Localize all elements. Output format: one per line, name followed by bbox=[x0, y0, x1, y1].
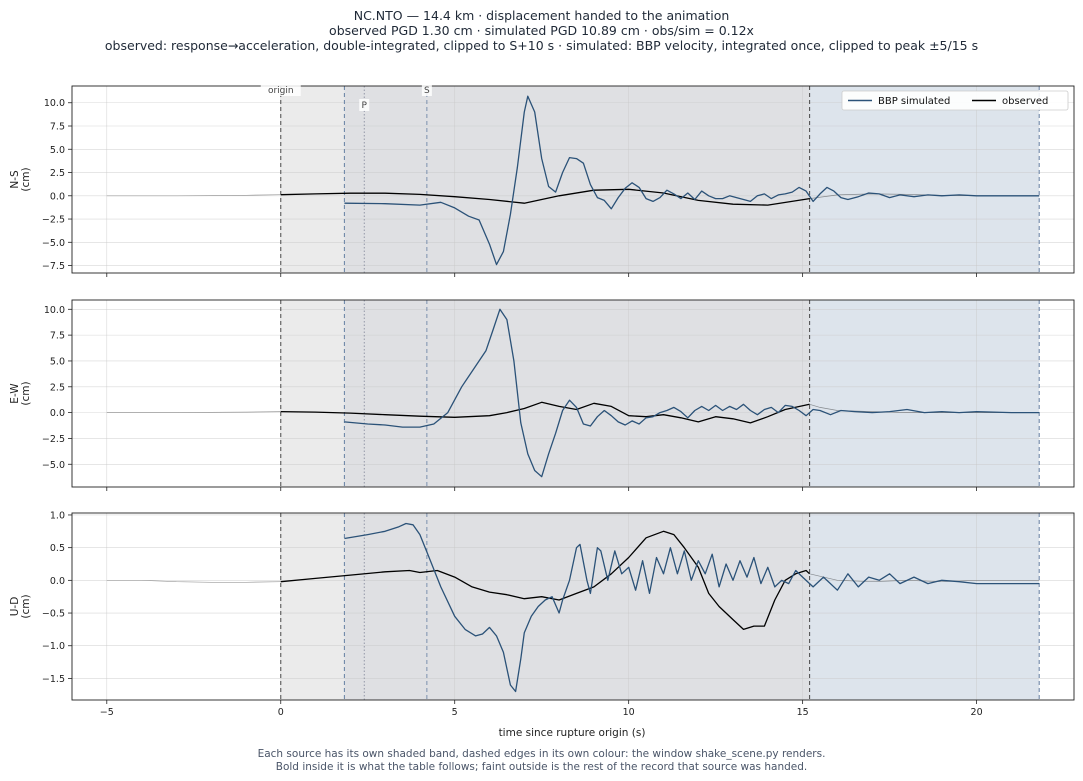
observed-series-line bbox=[280, 530, 811, 631]
y-tick-label: 5.0 bbox=[50, 145, 65, 156]
observed-series-faint-before bbox=[106, 411, 281, 413]
legend: BBP simulated observed bbox=[841, 90, 1069, 111]
marker-p-label: P bbox=[362, 101, 368, 111]
y-axis-label-line: (cm) bbox=[20, 381, 32, 405]
y-tick-label: 0.0 bbox=[50, 191, 65, 202]
simulated-window-band bbox=[809, 86, 1040, 273]
y-tick-label: −2.5 bbox=[42, 215, 65, 226]
chart-title-line-3: observed: response→acceleration, double-… bbox=[104, 38, 979, 53]
y-tick-label: 0.0 bbox=[50, 576, 65, 587]
marker-label-bg bbox=[260, 84, 301, 96]
y-axis-label: U-D(cm) bbox=[9, 594, 32, 618]
x-tick-label: −5 bbox=[100, 707, 114, 718]
y-tick-label: 0.0 bbox=[50, 408, 65, 419]
observed-series-line bbox=[280, 401, 810, 424]
chart-title-line-2: observed PGD 1.30 cm · simulated PGD 10.… bbox=[329, 23, 754, 38]
figure-footnote: Each source has its own shaded band, das… bbox=[0, 748, 1083, 773]
panel-frame bbox=[71, 85, 1075, 274]
y-tick-label: −5.0 bbox=[42, 238, 65, 249]
observed-window-band bbox=[280, 86, 345, 273]
y-axis-label-line: (cm) bbox=[20, 594, 32, 618]
panel-frame bbox=[71, 299, 1075, 488]
simulated-series-line bbox=[344, 308, 1040, 478]
panel-3: −1.5 −1.0 −0.5 0.0 0.5 1.0 −5 0 5 10 15 20 U-D(cm) bbox=[9, 510, 1075, 718]
y-tick-label: 5.0 bbox=[50, 356, 65, 367]
overlap-window-band bbox=[344, 300, 810, 487]
y-tick-label: 1.0 bbox=[50, 510, 65, 521]
y-tick-label: 7.5 bbox=[50, 122, 65, 133]
x-axis-label: time since rupture origin (s) bbox=[499, 727, 646, 739]
y-tick-label: −2.5 bbox=[42, 434, 65, 445]
marker-label-bg bbox=[421, 84, 432, 96]
x-tick-label: 0 bbox=[278, 707, 284, 718]
y-tick-label: −5.0 bbox=[42, 460, 65, 471]
y-tick-label: 7.5 bbox=[50, 331, 65, 342]
marker-origin-label: origin bbox=[268, 86, 294, 96]
y-axis-label: N-S(cm) bbox=[9, 167, 32, 191]
y-tick-label: −1.0 bbox=[42, 641, 65, 652]
x-tick-label: 10 bbox=[623, 707, 635, 718]
panel-2: −5.0 −2.5 0.0 2.5 5.0 7.5 10.0 E-W(cm) bbox=[9, 299, 1075, 491]
x-tick-label: 20 bbox=[971, 707, 983, 718]
y-tick-label: 10.0 bbox=[44, 98, 65, 109]
simulated-window-band bbox=[809, 300, 1040, 487]
observed-series-faint-before bbox=[106, 579, 281, 583]
overlap-window-band bbox=[344, 513, 810, 700]
overlap-window-band bbox=[344, 86, 810, 273]
y-tick-label: −7.5 bbox=[42, 261, 65, 272]
marker-label-bg bbox=[359, 99, 370, 111]
y-axis-label-line: N-S bbox=[9, 170, 21, 189]
x-tick-label: 15 bbox=[797, 707, 809, 718]
simulated-window-band bbox=[809, 513, 1040, 700]
chart-title-line-1: NC.NTO — 14.4 km · displacement handed t… bbox=[353, 8, 730, 23]
y-tick-label: 0.5 bbox=[50, 543, 65, 554]
chart-title-block: NC.NTO — 14.4 km · displacement handed t… bbox=[0, 8, 1083, 53]
legend-box bbox=[841, 90, 1069, 111]
y-tick-label: 2.5 bbox=[50, 168, 65, 179]
simulated-series-line bbox=[344, 95, 1040, 266]
y-axis-label: E-W(cm) bbox=[9, 381, 32, 405]
simulated-series-line bbox=[344, 522, 1040, 693]
x-tick-label: 5 bbox=[452, 707, 458, 718]
legend-label-observed: observed bbox=[1002, 96, 1048, 107]
footnote-line-1: Each source has its own shaded band, das… bbox=[257, 748, 826, 760]
observed-window-band bbox=[280, 513, 345, 700]
legend-label-simulated: BBP simulated bbox=[878, 96, 950, 107]
y-axis-label-line: U-D bbox=[9, 597, 21, 617]
y-axis-label-line: E-W bbox=[9, 383, 21, 404]
y-tick-label: −0.5 bbox=[42, 609, 65, 620]
panel-frame bbox=[71, 512, 1075, 701]
panel-1: −7.5 −5.0 −2.5 0.0 2.5 5.0 7.5 10.0 N-S(cm) origi… bbox=[9, 84, 1075, 277]
y-axis-label-line: (cm) bbox=[20, 167, 32, 191]
y-tick-label: −1.5 bbox=[42, 674, 65, 685]
observed-series-faint-before bbox=[106, 194, 281, 197]
y-tick-label: 10.0 bbox=[44, 305, 65, 316]
y-tick-label: 2.5 bbox=[50, 382, 65, 393]
marker-s-label: S bbox=[424, 86, 430, 96]
observed-window-band bbox=[280, 300, 345, 487]
footnote-line-2: Bold inside it is what the table follows… bbox=[275, 760, 808, 773]
observed-series-line bbox=[280, 188, 810, 206]
